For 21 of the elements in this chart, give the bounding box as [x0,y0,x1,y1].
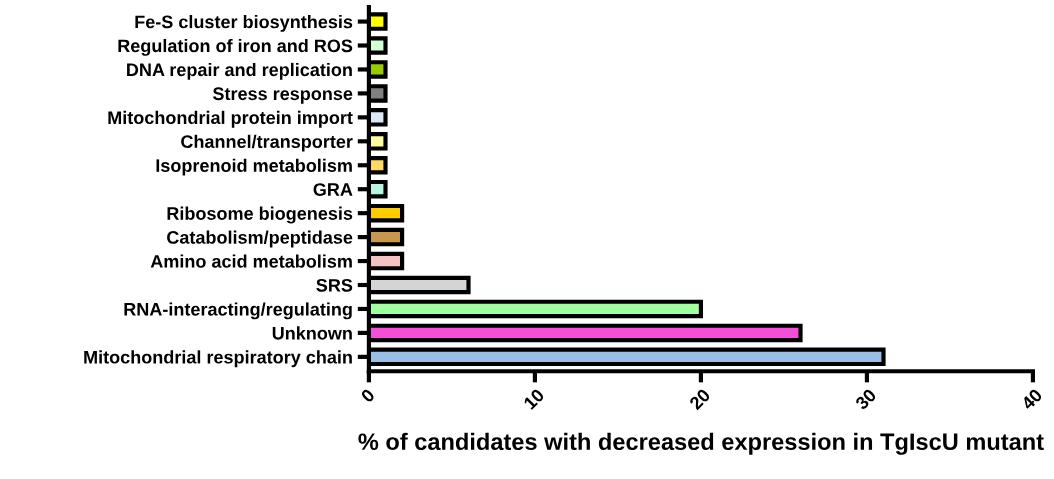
y-tick-label: RNA-interacting/regulating [124,302,352,320]
y-tick-label: SRS [316,278,353,292]
y-tick-label: Unknown [272,326,352,340]
y-tick-label: Mitochondrial respiratory chain [84,350,352,368]
y-tick-label: Stress response [212,87,353,104]
y-tick-label: Catabolism/peptidase [167,230,353,248]
x-tick-label: 10 [523,388,545,410]
y-tick-label: Amino acid metabolism [150,254,352,268]
y-tick-label: Isoprenoid metabolism [156,158,352,176]
x-axis-title: % of candidates with decreased expression in TgIscU mutant [358,432,1044,455]
y-tick-label: Fe-S cluster biosynthesis [135,15,353,32]
x-tick-label: 0 [360,388,376,404]
y-tick-label: Mitochondrial protein import [108,110,353,128]
y-tick-label: Ribosome biogenesis [167,206,353,224]
y-tick-label: Channel/transporter [181,134,353,152]
y-tick-label: DNA repair and replication [127,62,352,80]
x-tick-label: 20 [688,388,711,411]
x-tick-label: 40 [1020,388,1043,411]
y-tick-label: GRA [313,183,353,196]
x-tick-label: 30 [854,388,877,411]
y-tick-label: Regulation of iron and ROS [118,38,353,56]
